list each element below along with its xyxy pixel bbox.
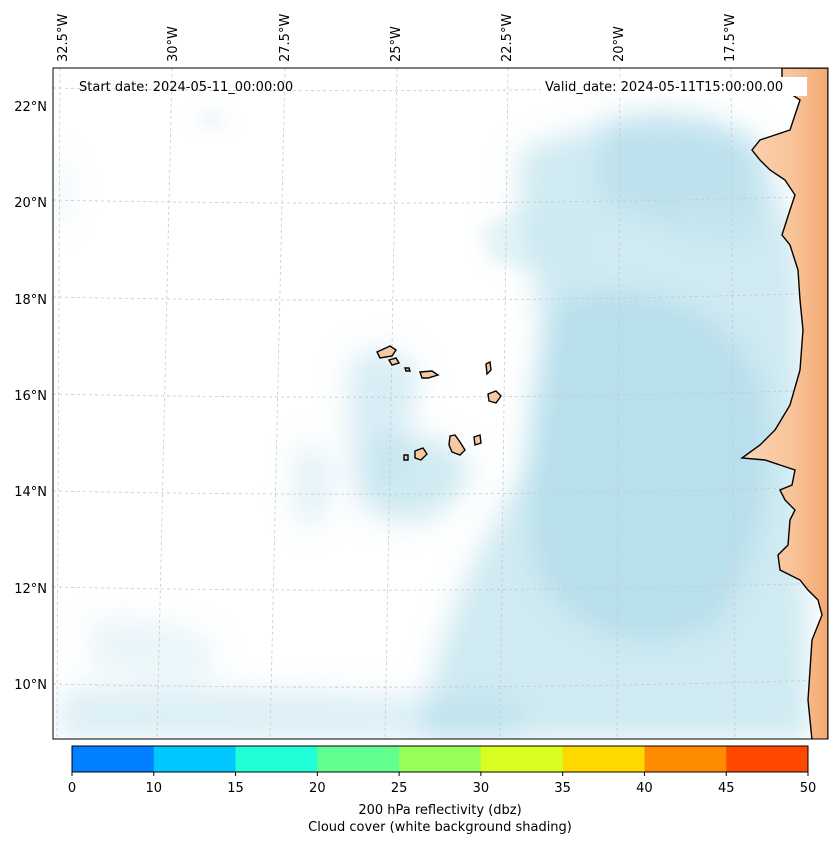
- longitude-labels: 32.5°W 30°W 27.5°W 25°W 22.5°W 20°W 17.5…: [56, 14, 738, 62]
- lon-label: 27.5°W: [278, 14, 293, 62]
- lat-label: 20°N: [14, 196, 47, 211]
- gridlines: [53, 68, 828, 739]
- colorbar-tick-label: 10: [146, 781, 163, 796]
- colorbar-swatch: [644, 746, 727, 772]
- colorbar-tick-label: 25: [391, 781, 408, 796]
- lon-label: 32.5°W: [56, 14, 71, 62]
- colorbar-swatch: [480, 746, 564, 772]
- colorbar-tick-label: 35: [554, 781, 571, 796]
- island-boa-vista: [487, 390, 502, 404]
- island-santo-antao: [376, 345, 397, 359]
- colorbar-tick-label: 30: [473, 781, 490, 796]
- lat-label: 22°N: [14, 100, 47, 115]
- island-sal: [485, 360, 492, 376]
- colorbar-label-line2: Cloud cover (white background shading): [308, 820, 572, 835]
- colorbar-swatch: [235, 746, 318, 772]
- lat-label: 14°N: [14, 485, 47, 500]
- colorbar-tick-label: 45: [718, 781, 735, 796]
- colorbar-tick-label: 0: [68, 781, 76, 796]
- colorbar-swatch: [399, 746, 482, 772]
- colorbar-label-line1: 200 hPa reflectivity (dbz): [358, 803, 521, 818]
- cloud-cover-light: [195, 113, 755, 269]
- colorbar-swatch: [726, 746, 809, 772]
- colorbar-swatch: [153, 746, 237, 772]
- island-fogo: [414, 447, 428, 461]
- lon-label: 22.5°W: [500, 14, 515, 62]
- lat-label: 10°N: [14, 678, 47, 693]
- colorbar-tick-label: 50: [800, 781, 817, 796]
- lon-label: 20°W: [612, 26, 627, 62]
- island-santiago: [448, 434, 466, 456]
- colorbar-swatch: [562, 746, 645, 772]
- africa-coast-landmass: [740, 68, 828, 739]
- colorbar-frame: [71, 745, 809, 773]
- start-date-label: Start date: 2024-05-11_00:00:00: [79, 80, 293, 95]
- valid-date-label: Valid_date: 2024-05-11T15:00:00.00: [545, 80, 783, 95]
- island-sao-vicente: [387, 357, 401, 366]
- lon-label: 17.5°W: [723, 14, 738, 62]
- lat-label: 18°N: [14, 293, 47, 308]
- colorbar-swatches: [72, 746, 809, 772]
- colorbar-swatch: [72, 746, 155, 772]
- lon-label: 25°W: [389, 26, 404, 62]
- colorbar-tick-label: 40: [636, 781, 653, 796]
- colorbar-swatch: [317, 746, 400, 772]
- cloud-cover-shading: [55, 110, 810, 739]
- island-santa-luzia: [404, 367, 411, 372]
- cape-verde-islands: [376, 345, 502, 461]
- lat-label: 12°N: [14, 582, 47, 597]
- map-panel: [53, 68, 828, 739]
- island-maio: [473, 434, 482, 446]
- colorbar-tick-label: 20: [309, 781, 326, 796]
- colorbar-tick-label: 15: [227, 781, 244, 796]
- map-frame: [52, 67, 829, 740]
- latitude-labels: 22°N 20°N 18°N 16°N 14°N 12°N 10°N: [14, 100, 47, 693]
- colorbar: 0 10 15 20 25 30 35 40 45 50 200 hPa reflectivity…: [68, 745, 816, 835]
- island-brava: [403, 454, 409, 461]
- colorbar-ticks: 0 10 15 20 25 30 35 40 45 50: [68, 772, 816, 796]
- lat-label: 16°N: [14, 389, 47, 404]
- valid-date-label-background: [541, 77, 807, 96]
- lon-label: 30°W: [166, 26, 181, 62]
- island-sao-nicolau: [419, 370, 440, 379]
